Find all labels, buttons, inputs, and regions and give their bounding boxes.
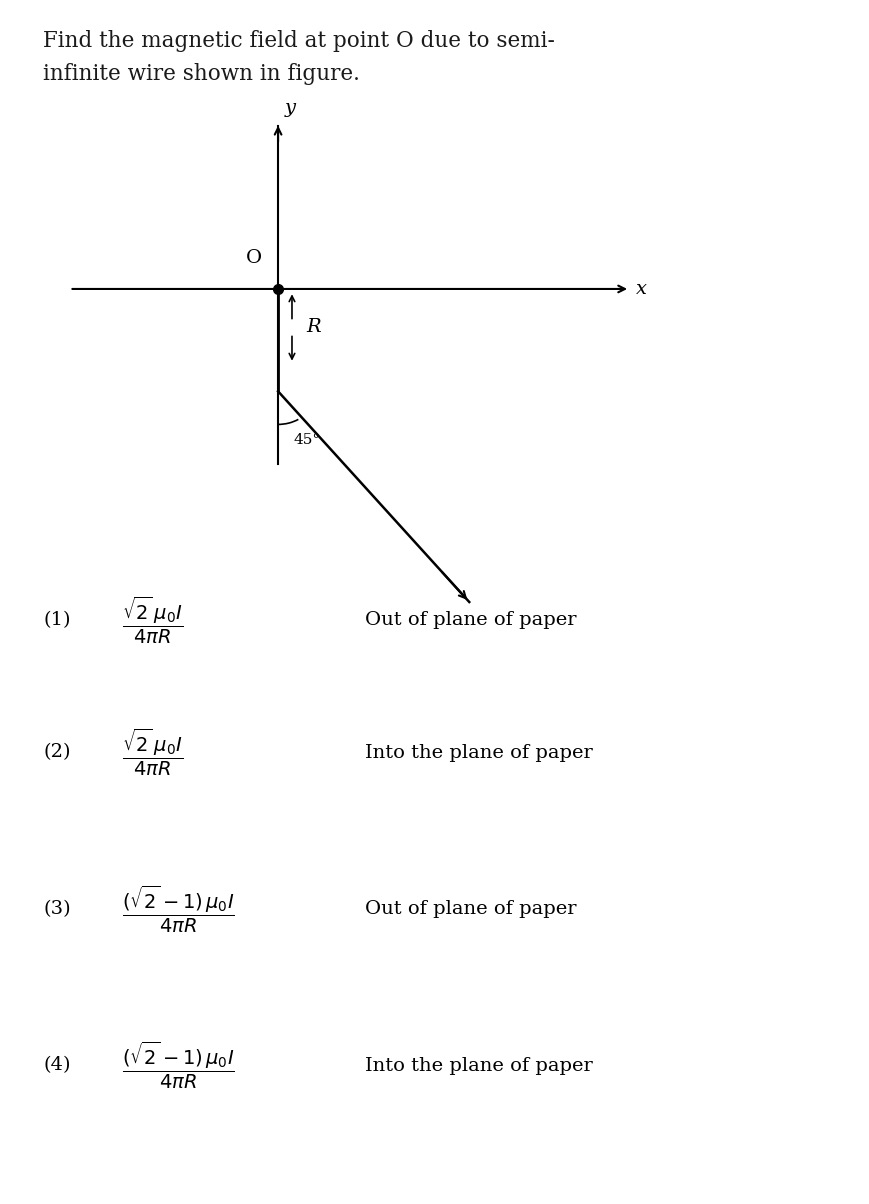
Text: 45°: 45° (294, 433, 321, 448)
Text: Find the magnetic field at point O due to semi-: Find the magnetic field at point O due t… (43, 30, 555, 52)
Text: O: O (246, 249, 262, 267)
Text: R: R (306, 319, 321, 336)
Text: infinite wire shown in figure.: infinite wire shown in figure. (43, 63, 361, 84)
Text: (2): (2) (43, 744, 71, 761)
Text: Into the plane of paper: Into the plane of paper (365, 744, 593, 761)
Text: $\dfrac{\sqrt{2}\,\mu_0 I}{4\pi R}$: $\dfrac{\sqrt{2}\,\mu_0 I}{4\pi R}$ (122, 595, 183, 645)
Text: (1): (1) (43, 612, 71, 628)
Text: (3): (3) (43, 901, 71, 917)
Text: x: x (636, 281, 647, 297)
Text: (4): (4) (43, 1057, 71, 1074)
Text: $\dfrac{(\sqrt{2}-1)\,\mu_0 I}{4\pi R}$: $\dfrac{(\sqrt{2}-1)\,\mu_0 I}{4\pi R}$ (122, 884, 235, 934)
Text: Into the plane of paper: Into the plane of paper (365, 1057, 593, 1074)
Text: Out of plane of paper: Out of plane of paper (365, 901, 576, 917)
Text: Out of plane of paper: Out of plane of paper (365, 612, 576, 628)
Text: $\dfrac{(\sqrt{2}-1)\,\mu_0 I}{4\pi R}$: $\dfrac{(\sqrt{2}-1)\,\mu_0 I}{4\pi R}$ (122, 1040, 235, 1091)
Text: $\dfrac{\sqrt{2}\,\mu_0 I}{4\pi R}$: $\dfrac{\sqrt{2}\,\mu_0 I}{4\pi R}$ (122, 727, 183, 778)
Text: y: y (285, 99, 296, 117)
